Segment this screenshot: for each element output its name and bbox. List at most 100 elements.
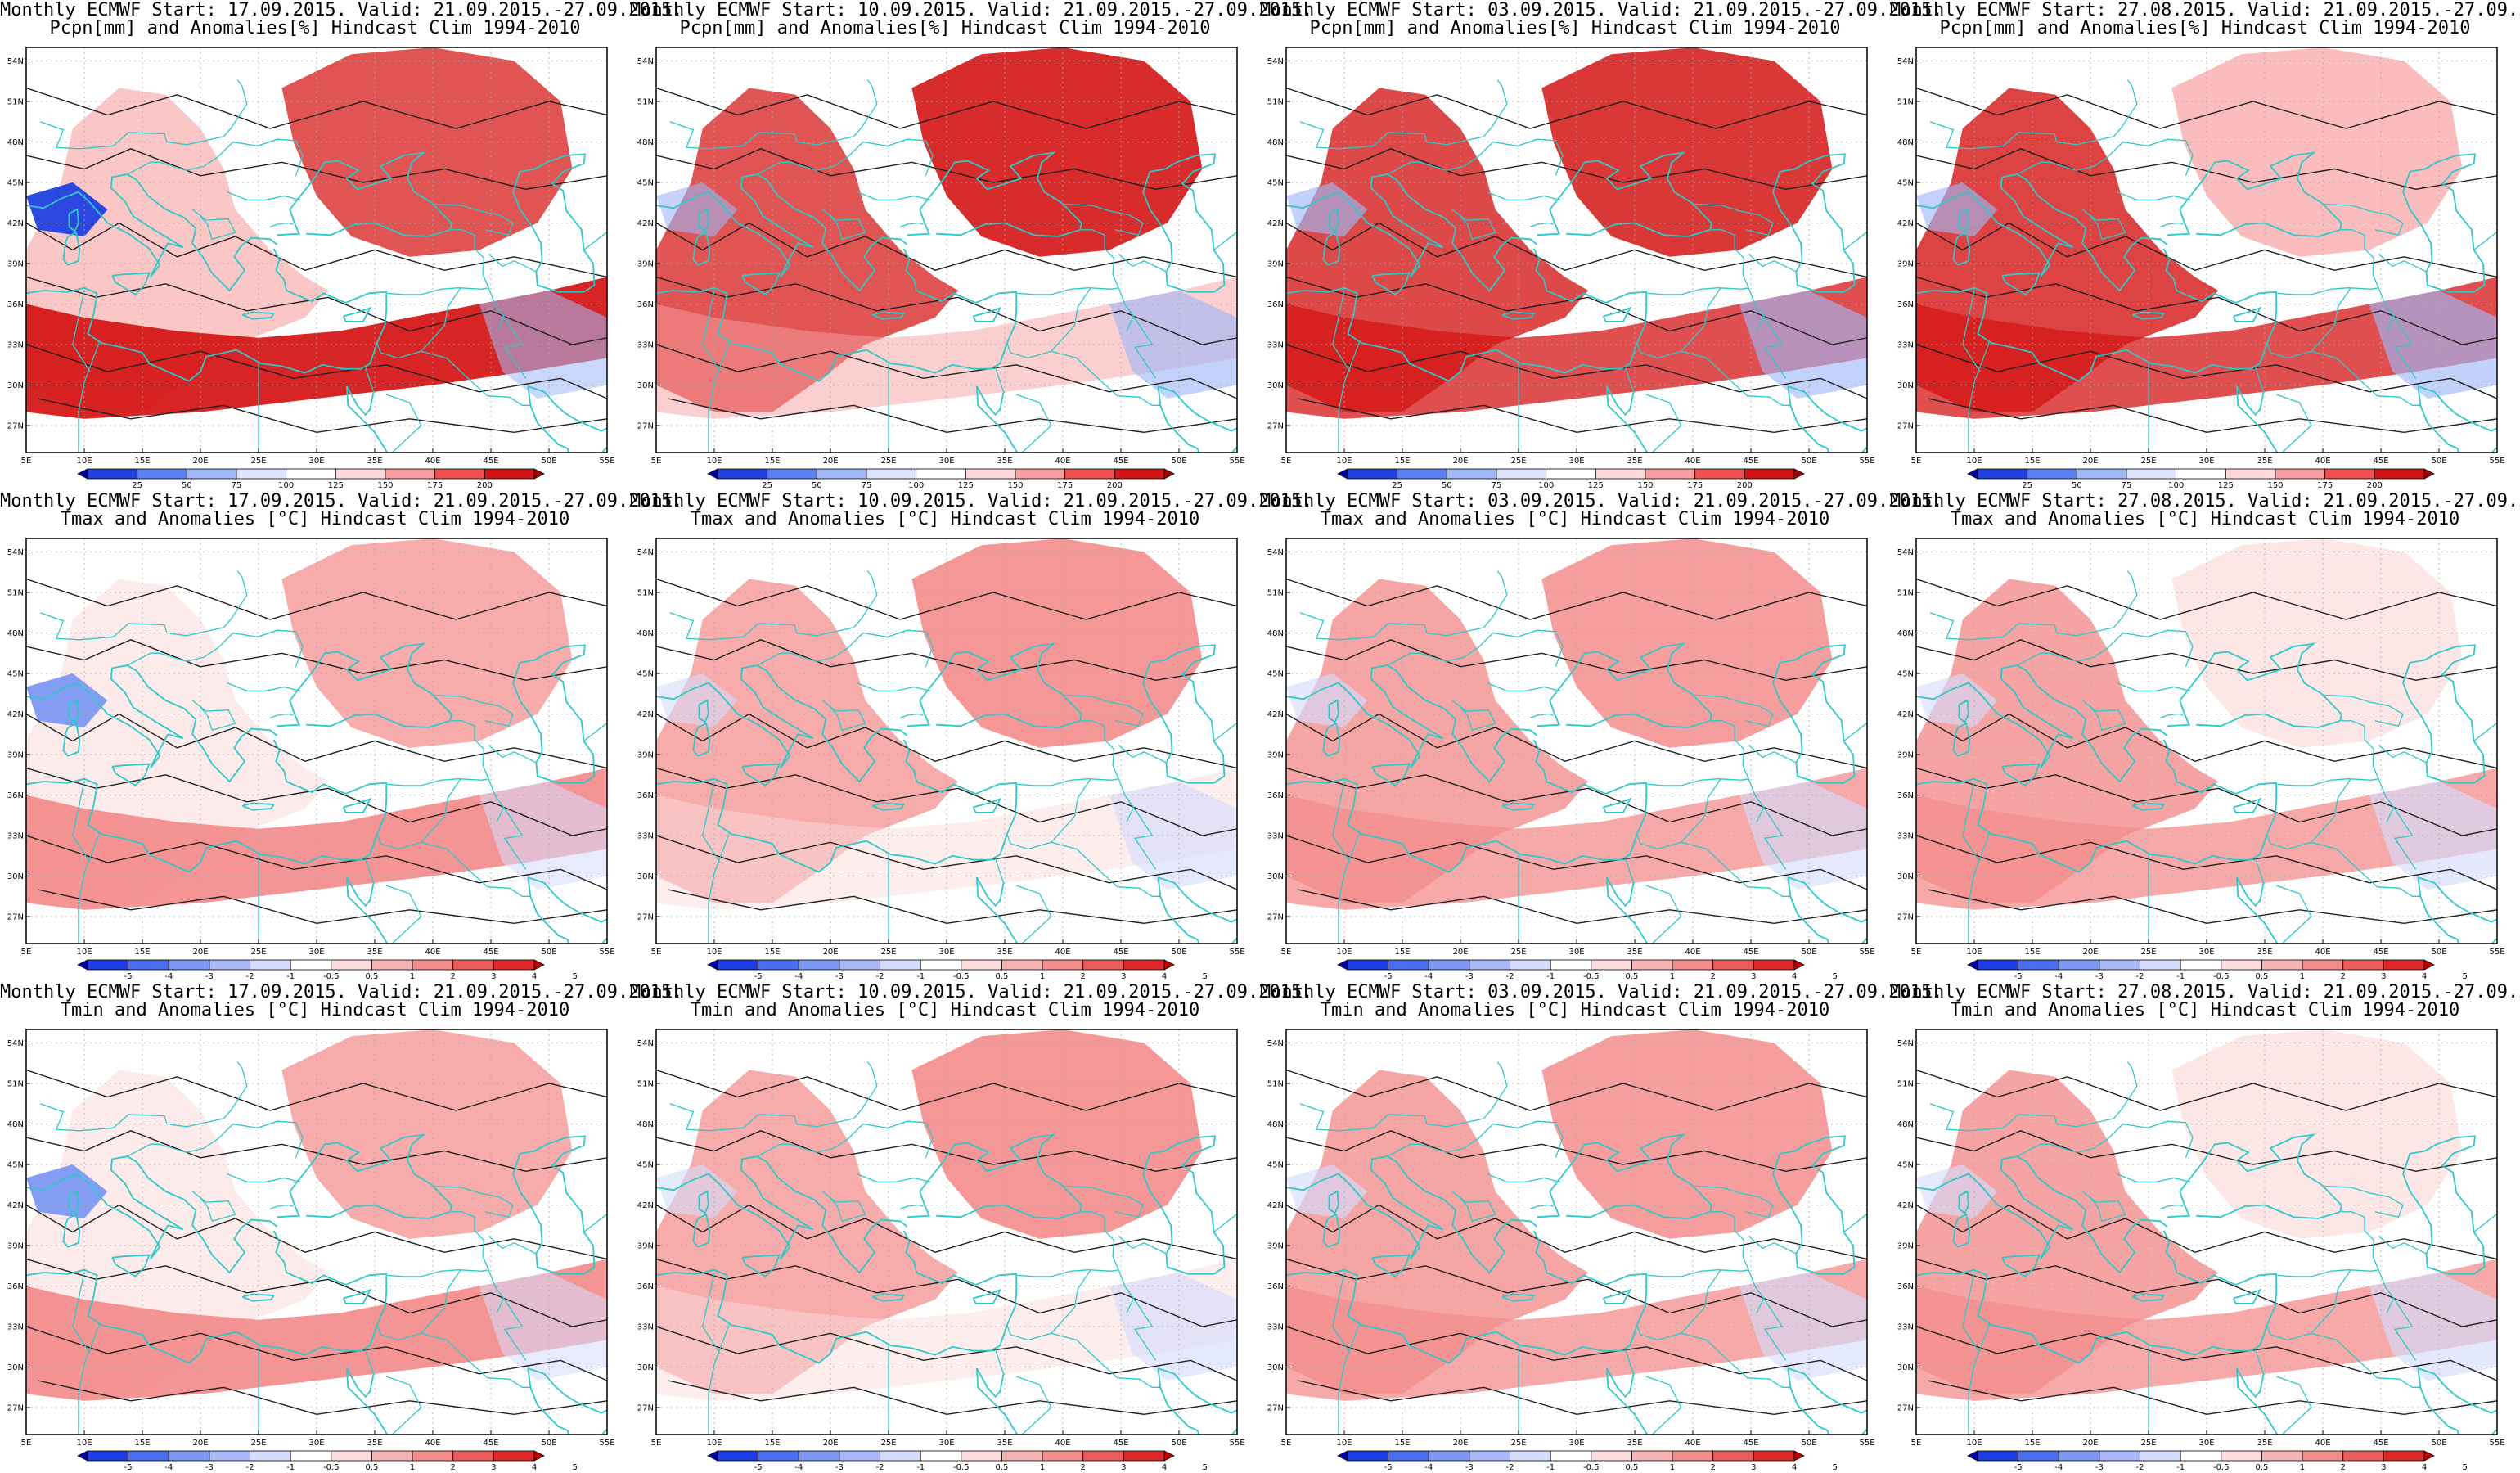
coastline — [907, 151, 1082, 237]
lon-label: 25E — [880, 457, 896, 466]
colorbar-label: 3 — [2381, 972, 2386, 981]
lon-label: 30E — [2198, 948, 2214, 957]
coastline — [62, 231, 81, 266]
lon-label: 45E — [2373, 948, 2388, 957]
coastline — [512, 1135, 596, 1275]
colorbar-swatch — [87, 468, 138, 480]
lon-label: 5E — [1281, 457, 1292, 466]
coastline — [342, 797, 372, 813]
lat-label: 42N — [637, 219, 654, 228]
colorbar-label: 50 — [2072, 481, 2082, 490]
colorbar-swatch — [2076, 468, 2127, 480]
colorbar-label: 2 — [451, 972, 456, 981]
coastline — [26, 173, 278, 292]
lon-label: 15E — [2024, 457, 2040, 466]
coastline — [1952, 1213, 1971, 1248]
coastline — [972, 797, 1002, 813]
coastline — [346, 385, 375, 417]
colorbar-label: 150 — [1007, 481, 1023, 490]
colorbar-label: 0.5 — [2256, 972, 2269, 981]
colorbar-swatch — [2176, 468, 2226, 480]
country-border — [488, 744, 537, 764]
contour-line — [1286, 344, 1867, 399]
coastline — [1537, 151, 1712, 237]
colorbar-swatch — [1753, 959, 1795, 971]
lon-label: 10E — [1336, 1439, 1352, 1448]
lat-label: 54N — [7, 57, 24, 66]
lon-label: 30E — [2198, 457, 2214, 466]
colorbar-swatch — [1397, 468, 1447, 480]
colorbar-label: 175 — [2317, 481, 2333, 490]
coastline — [1157, 385, 1237, 453]
lon-label: 45E — [1113, 1439, 1128, 1448]
country-border — [1338, 341, 1361, 453]
lat-label: 48N — [7, 1120, 24, 1129]
colorbar-label: 4 — [1792, 1463, 1797, 1472]
contour-line — [1916, 1069, 2497, 1111]
colorbar-swatch — [920, 959, 962, 971]
colorbar-label: -1 — [916, 972, 925, 981]
coastline — [1158, 385, 1237, 432]
country-border — [857, 191, 931, 201]
country-border — [364, 858, 375, 884]
coastline — [1606, 877, 1649, 944]
colorbar-label: -5 — [2014, 972, 2023, 981]
colorbar-swatch — [209, 959, 250, 971]
lon-label: 15E — [1394, 457, 1410, 466]
contour-line — [38, 889, 607, 925]
country-border — [488, 1235, 537, 1255]
lat-label: 30N — [637, 381, 654, 390]
country-border — [78, 341, 101, 453]
coastline — [656, 173, 908, 292]
colorbar-label: 0.5 — [366, 1463, 379, 1472]
country-border — [421, 1332, 531, 1388]
panel-title-run: Monthly ECMWF Start: 10.09.2015. Valid: … — [630, 982, 1313, 1002]
panel-title-run: Monthly ECMWF Start: 17.09.2015. Valid: … — [0, 491, 683, 511]
coastline — [972, 1288, 1002, 1304]
lat-label: 36N — [1897, 1282, 1914, 1291]
colorbar-label: 100 — [278, 481, 294, 490]
lat-label: 39N — [1897, 751, 1914, 760]
coastline — [871, 1293, 906, 1302]
lon-label: 20E — [1452, 948, 1468, 957]
country-border — [1962, 290, 1981, 372]
coastline — [2418, 385, 2497, 432]
coastline — [871, 802, 906, 811]
country-border — [2017, 629, 2194, 668]
country-border — [1299, 79, 1508, 150]
lon-label: 20E — [822, 948, 838, 957]
colorbar-low-arrow — [1967, 1450, 1978, 1462]
country-border — [1062, 694, 1144, 727]
contour-line — [1916, 1326, 2497, 1381]
lon-label: 5E — [1911, 948, 1922, 957]
country-border — [2081, 700, 2126, 732]
colorbar-label: 4 — [1792, 972, 1797, 981]
coastline — [111, 763, 151, 787]
contour-line — [1916, 713, 2497, 769]
coastline — [1328, 699, 1339, 723]
coastline — [1772, 153, 1856, 293]
coastline — [1958, 699, 1969, 723]
colorbar-swatch — [2342, 959, 2384, 971]
lon-label: 45E — [1743, 1439, 1758, 1448]
lon-label: 35E — [2257, 1439, 2272, 1448]
country-border — [2322, 1185, 2404, 1218]
forecast-panel: Monthly ECMWF Start: 17.09.2015. Valid: … — [0, 0, 682, 491]
lat-label: 42N — [1897, 219, 1914, 228]
colorbar-label: 100 — [2168, 481, 2184, 490]
country-border — [1015, 885, 1052, 944]
country-border — [757, 1120, 934, 1159]
lon-label: 50E — [2431, 1439, 2446, 1448]
lon-label: 30E — [938, 1439, 954, 1448]
coastline — [346, 876, 375, 908]
lat-label: 39N — [7, 1242, 24, 1251]
lon-label: 5E — [651, 1439, 662, 1448]
country-border — [2117, 682, 2191, 692]
colorbar-label: -2 — [2136, 1463, 2144, 1472]
coastline — [512, 644, 596, 784]
colorbar: -5 -4 -3 -2 -1 -0.5 0.5 1 2 3 4 5 — [77, 959, 578, 981]
colorbar-label: 5 — [572, 972, 577, 981]
lat-label: 54N — [637, 1039, 654, 1048]
colorbar-swatch — [290, 1450, 332, 1462]
lon-label: 45E — [483, 948, 498, 957]
